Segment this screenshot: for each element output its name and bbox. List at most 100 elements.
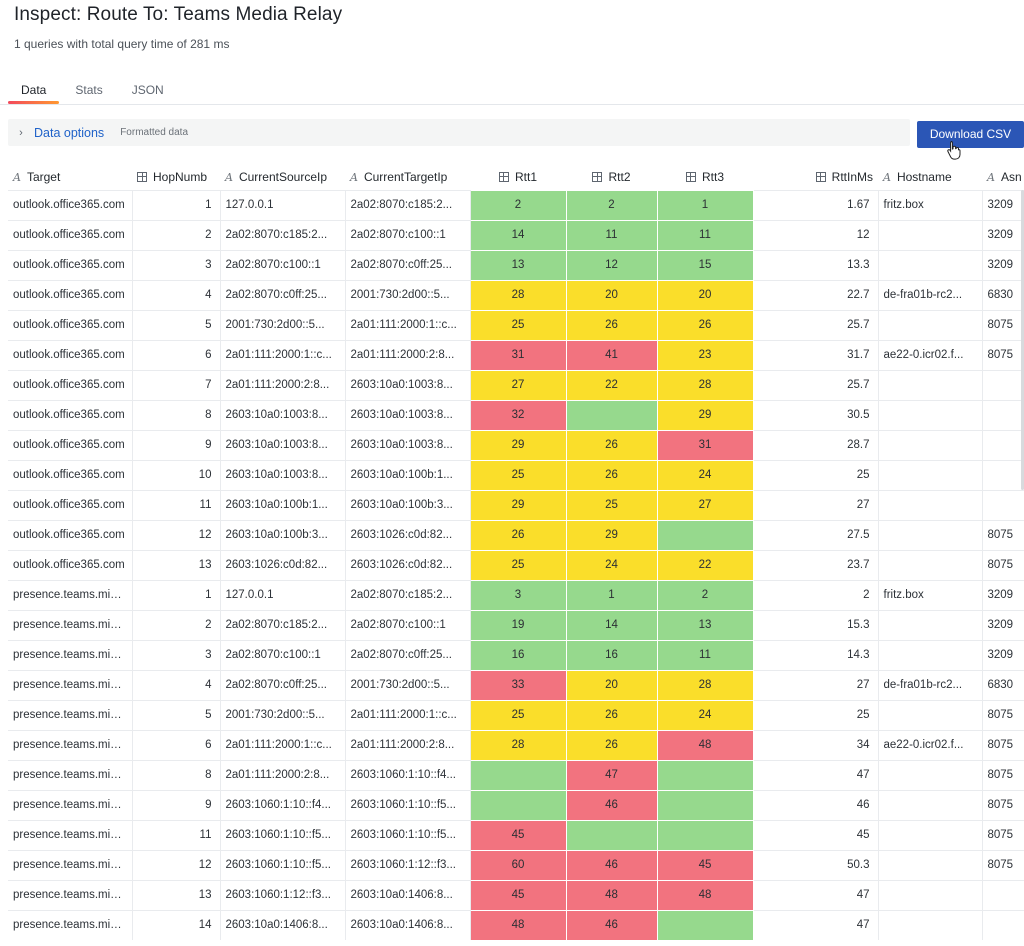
cell-source-ip: 2603:10a0:100b:1... <box>220 489 346 520</box>
cell-target: outlook.office365.com <box>8 279 133 310</box>
cell-target: outlook.office365.com <box>8 369 133 400</box>
table-row: outlook.office365.com 13 2603:1026:c0d:82.… <box>8 549 1024 580</box>
download-csv-button[interactable]: Download CSV <box>917 121 1024 148</box>
string-type-icon: A <box>883 170 891 184</box>
cell-target: presence.teams.microsoft.com <box>8 819 133 850</box>
cell-hostname <box>878 249 983 280</box>
cell-rtt2: 26 <box>566 699 658 730</box>
cell-target: outlook.office365.com <box>8 339 133 370</box>
cell-rtt1: 25 <box>470 459 567 490</box>
cell-rtt-in-ms: 25 <box>753 699 879 730</box>
chevron-right-icon[interactable]: › <box>19 126 23 139</box>
cell-rtt2: 26 <box>566 309 658 340</box>
cell-hostname <box>878 849 983 880</box>
cell-rtt2: 20 <box>566 669 658 700</box>
cell-rtt3 <box>657 909 754 940</box>
cell-source-ip: 2603:10a0:1003:8... <box>220 429 346 460</box>
cell-rtt3: 11 <box>657 219 754 250</box>
table-row: presence.teams.microsoft.com22a02:8070:c… <box>8 609 1024 640</box>
cell-hostname: ae22-0.icr02.f... <box>878 339 983 370</box>
cell-rtt-in-ms: 27 <box>753 669 879 700</box>
column-header-target[interactable]: A Target <box>13 169 61 184</box>
cell-rtt1: 13 <box>470 249 567 280</box>
cell-target-ip: 2a02:8070:c100::1 <box>345 609 471 640</box>
cell-rtt-in-ms: 23.7 <box>753 549 879 580</box>
cell-asn: 3209 <box>982 639 1024 670</box>
cell-rtt3: 48 <box>657 879 754 910</box>
column-header-rttinms[interactable]: RttInMs <box>753 164 878 190</box>
column-header-currenttargetip[interactable]: A CurrentTargetIp <box>350 169 448 184</box>
tab-data[interactable]: Data <box>8 78 60 104</box>
cell-rtt3 <box>657 759 754 790</box>
tab-json[interactable]: JSON <box>131 83 164 97</box>
column-header-rtt3[interactable]: Rtt3 <box>657 164 753 190</box>
cell-target: outlook.office365.com <box>8 459 133 490</box>
cell-source-ip: 2603:1026:c0d:82... <box>220 549 346 580</box>
table-header-row: A Target HopNumb A CurrentSourceIp A Curren… <box>8 164 1024 190</box>
cell-target: outlook.office365.com <box>8 399 133 430</box>
table-row: outlook.office365.com 2 2a02:8070:c185:2..… <box>8 219 1024 250</box>
table-row: presence.teams.microsoft.com112603:1060:… <box>8 819 1024 850</box>
cell-hop-number: 9 <box>132 429 221 460</box>
cell-target: outlook.office365.com <box>8 309 133 340</box>
cell-rtt2: 2 <box>566 189 658 220</box>
cell-target: outlook.office365.com <box>8 519 133 550</box>
cell-target-ip: 2001:730:2d00::5... <box>345 279 471 310</box>
cell-source-ip: 2001:730:2d00::5... <box>220 309 346 340</box>
cell-rtt3: 28 <box>657 669 754 700</box>
cell-target: presence.teams.microsoft.com <box>8 609 133 640</box>
cell-rtt1: 25 <box>470 699 567 730</box>
cell-target-ip: 2a01:111:2000:1::c... <box>345 699 471 730</box>
data-options-bar[interactable]: › Data options Formatted data <box>8 119 910 146</box>
cell-hop-number: 2 <box>132 609 221 640</box>
cell-rtt2: 47 <box>566 759 658 790</box>
cell-rtt3: 48 <box>657 729 754 760</box>
table-row: outlook.office365.com 6 2a01:111:2000:1::c… <box>8 339 1024 370</box>
cell-asn: 8075 <box>982 309 1024 340</box>
cell-rtt3: 20 <box>657 279 754 310</box>
table-row: presence.teams.microsoft.com122603:1060:… <box>8 849 1024 880</box>
cell-rtt1 <box>470 759 567 790</box>
column-header-asn[interactable]: A Asn <box>987 169 1022 184</box>
cell-source-ip: 2a02:8070:c185:2... <box>220 609 346 640</box>
table-row: outlook.office365.com 9 2603:10a0:1003:8..… <box>8 429 1024 460</box>
data-table-container[interactable]: A Target HopNumb A CurrentSourceIp A Curren… <box>8 164 1024 946</box>
column-header-hopnumber[interactable]: HopNumb <box>132 164 220 190</box>
cell-rtt2: 48 <box>566 879 658 910</box>
cell-asn: 8075 <box>982 759 1024 790</box>
cell-hop-number: 13 <box>132 879 221 910</box>
cell-hostname <box>878 609 983 640</box>
cell-hostname <box>878 429 983 460</box>
cell-rtt2: 25 <box>566 489 658 520</box>
table-row: presence.teams.microsoft.com42a02:8070:c… <box>8 669 1024 700</box>
cell-asn: 6830 <box>982 279 1024 310</box>
cell-hop-number: 1 <box>132 579 221 610</box>
cell-asn: 8075 <box>982 789 1024 820</box>
cell-hostname: de-fra01b-rc2... <box>878 669 983 700</box>
data-options-toggle[interactable]: Data options <box>34 125 105 140</box>
column-header-rtt2[interactable]: Rtt2 <box>566 164 657 190</box>
cell-rtt2: 20 <box>566 279 658 310</box>
cell-rtt-in-ms: 30.5 <box>753 399 879 430</box>
cell-hop-number: 5 <box>132 699 221 730</box>
cell-source-ip: 127.0.0.1 <box>220 189 346 220</box>
column-header-currentsourceip[interactable]: A CurrentSourceIp <box>225 169 327 184</box>
cell-asn: 3209 <box>982 189 1024 220</box>
column-header-rtt1[interactable]: Rtt1 <box>470 164 566 190</box>
cell-source-ip: 2a01:111:2000:1::c... <box>220 729 346 760</box>
number-type-icon <box>498 171 509 182</box>
cell-rtt3: 24 <box>657 459 754 490</box>
cell-hop-number: 12 <box>132 519 221 550</box>
cell-hop-number: 9 <box>132 789 221 820</box>
cell-rtt1: 26 <box>470 519 567 550</box>
cell-rtt-in-ms: 25.7 <box>753 309 879 340</box>
cell-hop-number: 4 <box>132 279 221 310</box>
column-header-hostname[interactable]: A Hostname <box>883 169 952 184</box>
cell-hostname <box>878 639 983 670</box>
tab-stats[interactable]: Stats <box>75 83 103 97</box>
cell-asn <box>982 879 1024 910</box>
cell-rtt2: 16 <box>566 639 658 670</box>
cell-rtt3 <box>657 789 754 820</box>
cell-rtt1: 45 <box>470 819 567 850</box>
vertical-scrollbar[interactable] <box>1021 190 1024 490</box>
